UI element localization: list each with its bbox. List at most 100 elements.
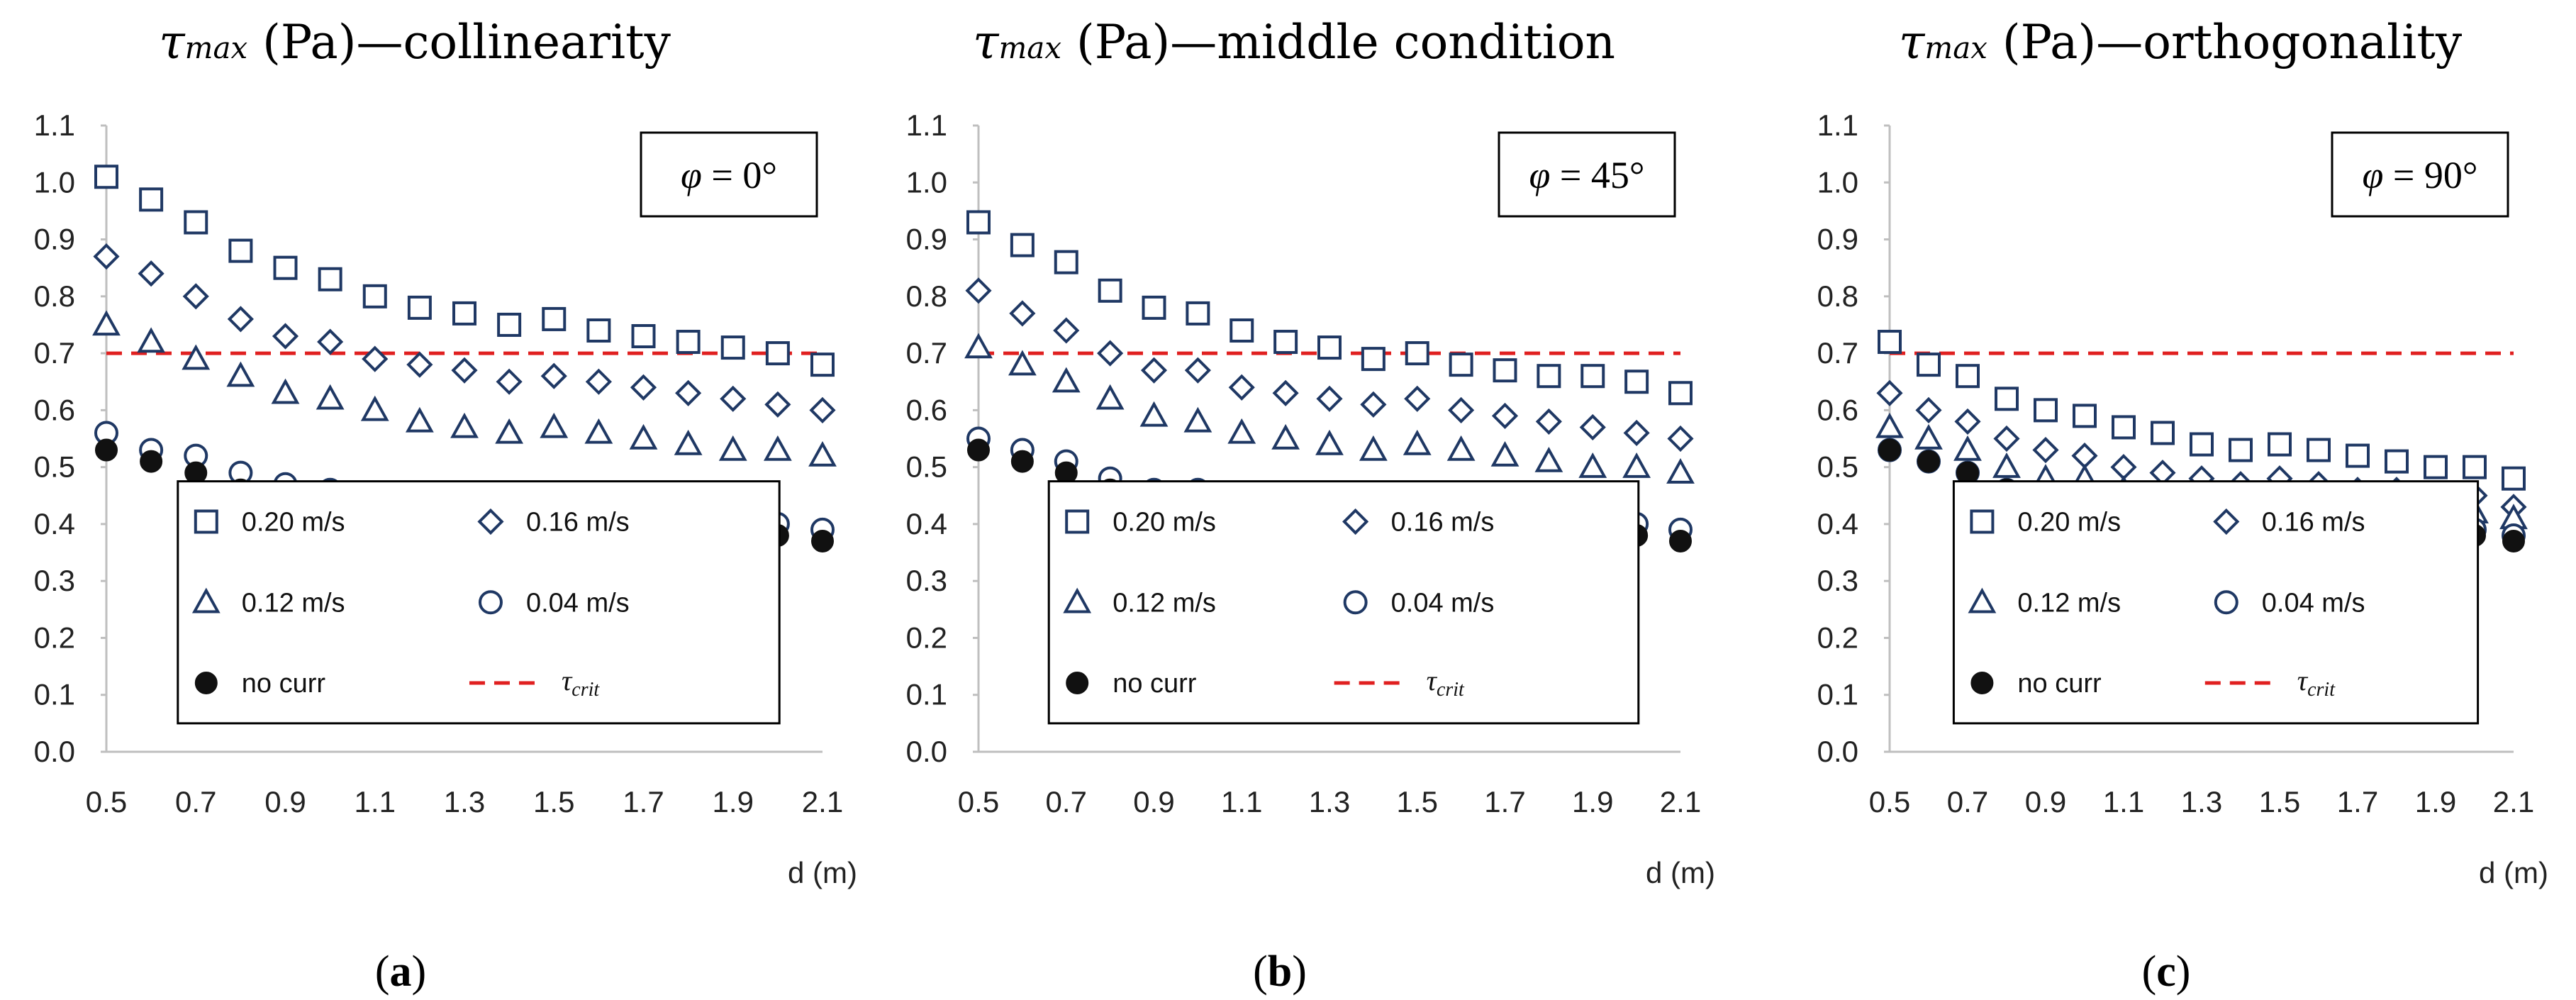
legend-label: 0.20 m/s [2017, 508, 2121, 538]
y-tick-label: 0.9 [34, 223, 75, 256]
data-point [542, 306, 567, 331]
data-point [2032, 436, 2059, 464]
data-point [1183, 406, 1212, 433]
x-tick-label: 1.9 [713, 785, 754, 818]
data-point [1010, 233, 1035, 257]
x-tick-label: 0.5 [86, 785, 127, 818]
x-tick-label: 1.1 [355, 785, 396, 818]
data-point [586, 318, 611, 343]
data-point [763, 435, 792, 461]
angle-annotation: φ = 0° [681, 154, 777, 196]
legend-marker [477, 508, 504, 535]
angle-annotation-box [2331, 131, 2509, 218]
data-point [360, 395, 389, 421]
data-point [1537, 364, 1561, 389]
data-point [452, 301, 476, 326]
data-point [1535, 408, 1562, 435]
data-point [1917, 450, 1940, 473]
x-tick-label: 1.7 [623, 785, 664, 818]
data-point [1053, 317, 1080, 344]
data-point [720, 335, 745, 360]
angle-annotation: φ = 45° [1529, 154, 1645, 196]
data-point [1404, 385, 1431, 412]
y-tick-label: 0.8 [34, 279, 75, 313]
data-point [1446, 435, 1476, 461]
y-tick-label: 0.4 [1817, 507, 1858, 540]
y-tick-label: 0.3 [1817, 564, 1858, 597]
chart-panel-a: τmax (Pa)—collinearity 0.0 0.1 0.2 0.3 0.4 0.5… [34, 15, 857, 996]
data-point [182, 344, 211, 370]
data-point [765, 341, 790, 366]
data-point [2463, 455, 2487, 479]
legend-label: τcrit [2297, 665, 2336, 701]
y-tick-label: 0.1 [34, 678, 75, 711]
data-point [1405, 341, 1429, 366]
data-point [1315, 429, 1344, 455]
legend-label: 0.12 m/s [2017, 588, 2121, 618]
data-point [1140, 357, 1168, 384]
chart-title: τmax (Pa)—orthogonality [1899, 15, 2463, 70]
data-point [1186, 301, 1210, 326]
data-point [1666, 458, 1695, 484]
data-point [1667, 425, 1694, 452]
data-point [317, 328, 344, 355]
data-point [811, 529, 834, 552]
y-tick-label: 0.4 [906, 507, 947, 540]
y-tick-label: 0.5 [34, 450, 75, 484]
data-point [1273, 330, 1298, 355]
data-point [139, 187, 164, 212]
data-point [1317, 335, 1342, 360]
series-diamond [93, 243, 836, 423]
data-point [1359, 435, 1388, 461]
data-point [1878, 438, 1901, 462]
x-tick-label: 0.5 [1869, 785, 1910, 818]
x-tick-label: 1.5 [2259, 785, 2300, 818]
data-point [1184, 357, 1211, 384]
legend-marker [2213, 508, 2240, 535]
data-point [2110, 454, 2137, 481]
data-point [184, 210, 208, 235]
x-tick-label: 0.9 [1133, 785, 1174, 818]
chart-title: τmax (Pa)—middle condition [973, 15, 1615, 70]
data-point [631, 324, 656, 349]
data-point [1917, 352, 1941, 377]
data-point [1272, 379, 1299, 406]
data-point [1098, 278, 1122, 303]
data-point [140, 450, 163, 473]
legend-marker [1342, 508, 1369, 535]
legend-label: 0.04 m/s [1391, 588, 1495, 618]
legend-label: 0.04 m/s [2262, 588, 2365, 618]
legend-marker [1968, 587, 1997, 613]
x-tick-label: 1.5 [1397, 785, 1438, 818]
angle-annotation-box [1498, 131, 1676, 218]
data-point [450, 412, 479, 438]
x-tick-label: 2.1 [1660, 785, 1701, 818]
legend-marker [2214, 590, 2238, 615]
x-axis-label: d (m) [1646, 856, 1715, 889]
x-tick-label: 0.7 [1046, 785, 1087, 818]
x-axis-label: d (m) [788, 856, 857, 889]
legend-label: 0.04 m/s [526, 588, 630, 618]
data-point [226, 361, 255, 387]
data-point [676, 330, 701, 355]
y-tick-label: 0.2 [906, 621, 947, 654]
data-point [2071, 443, 2098, 470]
data-point [1271, 423, 1300, 450]
data-point [808, 440, 837, 467]
data-point [1876, 379, 1903, 406]
data-point [407, 295, 432, 320]
data-point [137, 327, 166, 353]
chart-panel-c: τmax (Pa)—orthogonality 0.0 0.1 0.2 0.3 0.4 0.… [1817, 15, 2548, 996]
data-point [1669, 529, 1692, 552]
data-point [2307, 438, 2331, 462]
data-point [584, 418, 613, 444]
data-point [1579, 413, 1606, 441]
series-square [94, 165, 835, 377]
data-point [406, 351, 433, 378]
data-point [182, 283, 209, 310]
legend-label: 0.16 m/s [2262, 508, 2365, 538]
data-point [405, 406, 434, 433]
y-tick-label: 0.1 [906, 678, 947, 711]
x-tick-label: 1.9 [2415, 785, 2456, 818]
data-point [1403, 429, 1432, 455]
